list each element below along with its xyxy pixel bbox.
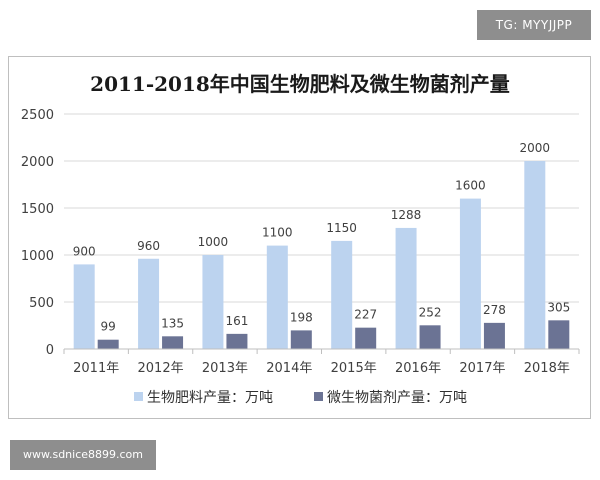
y-tick-label: 1500 [21, 202, 54, 217]
x-tick-label: 2018年 [524, 361, 570, 376]
chart-title: 2011-2018年中国生物肥料及微生物菌剂产量 [90, 72, 510, 96]
x-tick-label: 2014年 [266, 361, 312, 376]
x-tick-label: 2012年 [138, 361, 184, 376]
data-label: 1600 [455, 179, 486, 193]
bars-layer [73, 161, 570, 349]
watermark-badge-bottom: www.sdnice8899.com [10, 440, 156, 470]
data-label: 227 [354, 308, 377, 322]
legend: 生物肥料产量：万吨 微生物菌剂产量：万吨 [134, 390, 467, 406]
legend-swatch [134, 392, 143, 401]
data-label: 252 [419, 305, 442, 319]
bar [419, 325, 441, 349]
data-label: 1288 [391, 208, 422, 222]
watermark-badge-top: TG: MYYJJPP [477, 10, 591, 40]
labels-layer: 900 99 960 135 1000 161 1100 198 1150 227 1288 252 1… [73, 141, 571, 334]
data-label: 2000 [520, 141, 551, 155]
bar-chart: 2011-2018年中国生物肥料及微生物菌剂产量 900 99 960 135 1000… [21, 72, 580, 406]
bar [395, 227, 417, 349]
data-label: 99 [101, 320, 116, 334]
data-label: 960 [137, 239, 160, 253]
axis-layer: 0 500 1000 1500 2000 2500 2011年 2012年 2013年 2014年… [21, 108, 580, 376]
bar [162, 336, 184, 349]
bar [290, 330, 312, 349]
y-tick-label: 0 [46, 343, 54, 358]
y-tick-label: 2000 [21, 155, 54, 170]
bar [97, 339, 119, 349]
legend-label: 微生物菌剂产量：万吨 [327, 390, 467, 406]
grid-layer [64, 113, 579, 303]
legend-swatch [314, 392, 323, 401]
x-tick-label: 2017年 [459, 361, 505, 376]
bar [73, 264, 95, 349]
bar [266, 245, 288, 349]
data-label: 278 [483, 303, 506, 317]
data-label: 1000 [198, 235, 229, 249]
bar [483, 322, 505, 349]
bar [331, 240, 353, 349]
bar [459, 198, 481, 349]
bar [355, 327, 377, 349]
data-label: 161 [225, 314, 248, 328]
bar [138, 258, 160, 349]
y-tick-label: 1000 [21, 249, 54, 264]
y-tick-label: 500 [29, 296, 54, 311]
data-label: 900 [73, 244, 96, 258]
data-label: 135 [161, 316, 184, 330]
x-tick-label: 2013年 [202, 361, 248, 376]
x-tick-label: 2015年 [331, 361, 377, 376]
bar [226, 333, 248, 349]
data-label: 305 [547, 300, 570, 314]
x-tick-label: 2016年 [395, 361, 441, 376]
bar [202, 255, 224, 349]
x-tick-label: 2011年 [73, 361, 119, 376]
chart-frame: 2011-2018年中国生物肥料及微生物菌剂产量 900 99 960 135 1000… [8, 56, 591, 419]
data-label: 1150 [326, 221, 357, 235]
legend-label: 生物肥料产量：万吨 [147, 390, 273, 406]
data-label: 1100 [262, 226, 293, 240]
bar [524, 161, 546, 349]
y-tick-label: 2500 [21, 108, 54, 123]
bar [548, 320, 570, 349]
data-label: 198 [290, 310, 313, 324]
